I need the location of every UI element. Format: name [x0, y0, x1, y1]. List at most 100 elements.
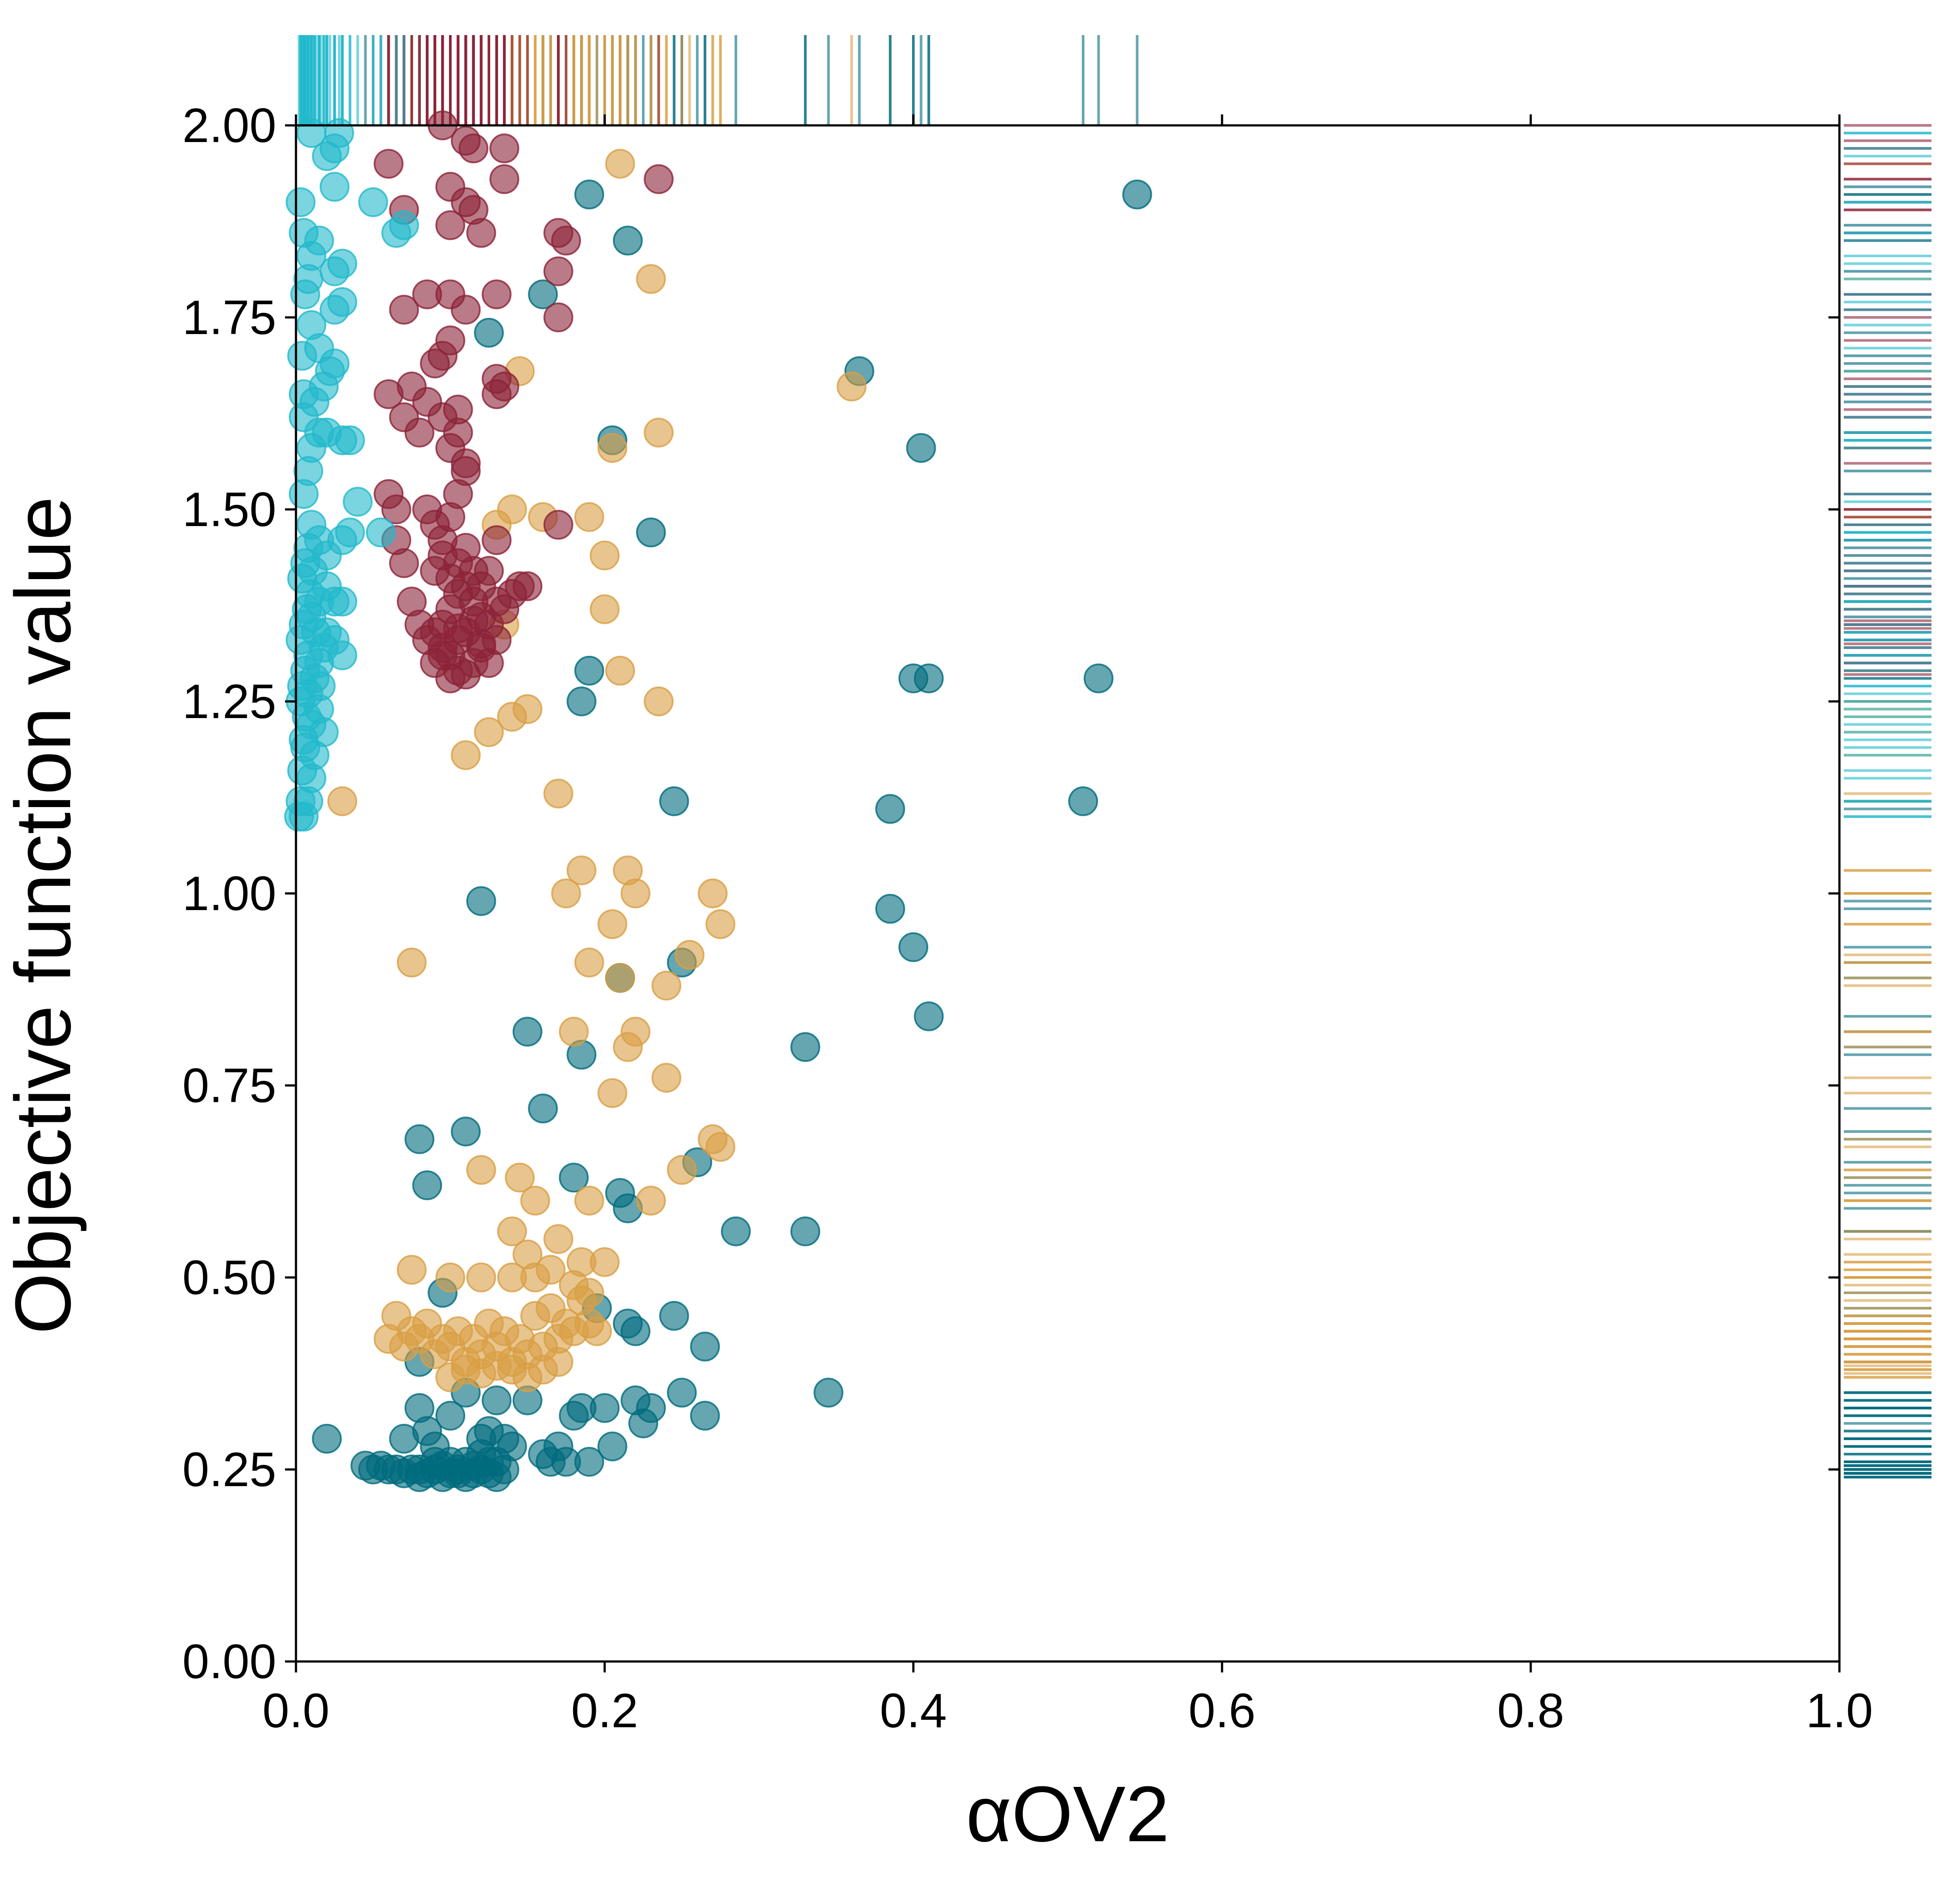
data-point [474, 318, 504, 348]
data-point [497, 1216, 527, 1246]
data-point [590, 1247, 620, 1277]
data-point [389, 210, 419, 240]
data-point [381, 494, 411, 524]
data-point [543, 256, 574, 286]
data-point [420, 1431, 450, 1462]
data-point [435, 1401, 465, 1431]
data-point [597, 433, 627, 463]
data-point [590, 594, 620, 624]
x-tick-label: 0.2 [571, 1684, 638, 1738]
data-point [366, 517, 396, 548]
y-tick-label: 1.75 [182, 291, 276, 345]
data-point [285, 187, 316, 217]
data-point [721, 1216, 751, 1246]
data-point [428, 640, 458, 670]
data-point [528, 279, 558, 309]
data-point [435, 1263, 465, 1292]
data-point [481, 525, 512, 555]
data-point [574, 1185, 604, 1216]
data-point [404, 1124, 435, 1154]
data-point [597, 909, 627, 939]
data-point [327, 640, 357, 670]
data-point [837, 371, 867, 402]
data-point [543, 510, 574, 540]
data-point [513, 694, 542, 724]
data-point [374, 379, 404, 409]
data-point [875, 794, 905, 824]
data-point [320, 172, 349, 202]
data-point [397, 587, 427, 617]
data-point [412, 1170, 442, 1200]
data-point [301, 617, 331, 647]
data-point [327, 786, 357, 816]
data-point [567, 687, 597, 716]
data-point [306, 671, 336, 701]
data-point [706, 1132, 735, 1162]
data-point [914, 663, 944, 694]
y-tick-label: 2.00 [182, 99, 276, 153]
data-point [551, 1309, 581, 1339]
data-point [287, 341, 317, 371]
data-point [435, 1362, 465, 1392]
data-point [590, 1393, 620, 1423]
data-point [659, 786, 689, 816]
data-point [543, 779, 574, 809]
data-point [489, 133, 520, 164]
x-tick-label: 0.4 [880, 1684, 947, 1738]
data-point [690, 1401, 720, 1431]
data-point [574, 655, 604, 686]
data-point [451, 448, 481, 478]
y-axis-ticks: 0.00 0.25 0.50 0.75 1.00 1.25 1.50 1.75 2.00 [182, 99, 1839, 1689]
data-point [451, 295, 481, 325]
data-point [312, 1423, 342, 1454]
data-point [528, 1093, 558, 1124]
scatter-points [284, 110, 1152, 1492]
data-point [567, 855, 597, 886]
data-point [466, 886, 496, 916]
data-point [324, 118, 354, 148]
data-point [597, 1078, 627, 1108]
data-point [790, 1032, 820, 1062]
data-point [335, 425, 365, 455]
data-point [451, 1117, 481, 1147]
data-point [644, 164, 674, 194]
data-point [505, 1324, 535, 1354]
x-tick-label: 0.6 [1189, 1684, 1256, 1738]
data-point [474, 556, 504, 586]
y-tick-label: 1.25 [182, 675, 276, 729]
data-point [605, 655, 635, 686]
data-point [574, 947, 604, 978]
data-point [289, 218, 319, 248]
data-point [342, 487, 373, 517]
data-point [543, 1347, 574, 1377]
y-tick-label: 0.75 [182, 1059, 276, 1113]
data-point [497, 579, 527, 609]
data-point [513, 1017, 542, 1047]
data-point [620, 1316, 651, 1346]
data-point [290, 279, 321, 309]
data-point [520, 1185, 550, 1216]
data-point [327, 287, 357, 317]
data-point [706, 909, 735, 939]
data-point [644, 687, 674, 716]
data-point [605, 149, 635, 179]
data-point [397, 947, 427, 978]
data-point [505, 1163, 535, 1193]
y-tick-label: 1.00 [182, 867, 276, 921]
data-point [559, 1163, 589, 1193]
data-point [667, 1155, 697, 1185]
data-point [1122, 179, 1152, 210]
data-point [497, 494, 527, 524]
data-point [327, 249, 357, 279]
data-point [481, 279, 512, 309]
data-point [651, 1063, 681, 1093]
data-point [466, 1155, 496, 1185]
data-point [285, 786, 316, 816]
data-point [659, 1301, 689, 1331]
data-point [458, 133, 488, 164]
data-point [597, 1431, 627, 1462]
data-point [667, 1377, 697, 1408]
x-tick-label: 0.0 [263, 1684, 330, 1738]
